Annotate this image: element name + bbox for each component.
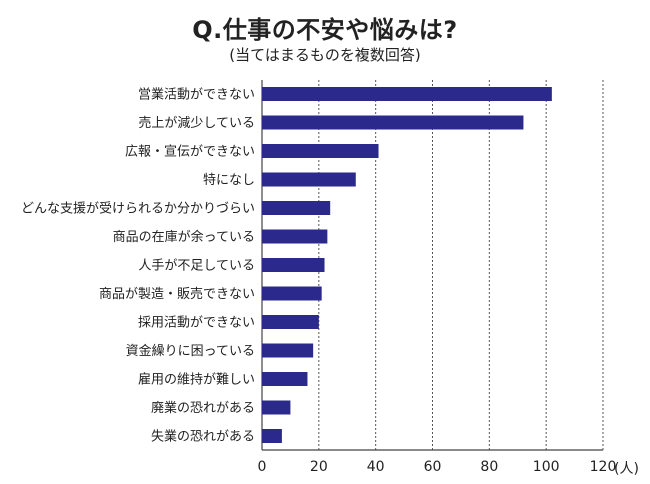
- category-label: 営業活動ができない: [138, 87, 255, 103]
- bar: [262, 115, 524, 130]
- bar: [262, 144, 379, 158]
- bar: [262, 258, 325, 272]
- category-label: 採用活動ができない: [138, 316, 255, 331]
- category-label: どんな支援が受けられるか分かりづらい: [21, 202, 255, 217]
- bar: [262, 286, 322, 301]
- category-label: 廃業の恐れがある: [151, 400, 255, 416]
- bar: [262, 172, 356, 187]
- chart-subtitle: (当てはまるものを複数回答): [229, 46, 421, 64]
- bar: [262, 429, 282, 443]
- category-label: 商品が製造・販売できない: [99, 286, 255, 302]
- bar: [262, 229, 328, 244]
- bar: [262, 372, 308, 386]
- category-label: 売上が減少している: [138, 115, 255, 131]
- tick-label: 40: [367, 459, 385, 475]
- tick-label: 100: [533, 459, 560, 475]
- category-label: 商品の在庫が余っている: [113, 229, 255, 245]
- bar: [262, 201, 331, 215]
- category-label: 資金繰りに困っている: [126, 343, 255, 359]
- tick-label: 80: [480, 459, 498, 475]
- category-label: 特になし: [203, 173, 255, 188]
- category-label: 失業の恐れがある: [151, 429, 255, 445]
- tick-label: 0: [258, 459, 267, 475]
- tick-label: 60: [424, 459, 442, 475]
- tick-label: 120: [590, 459, 617, 475]
- bar: [262, 87, 552, 101]
- chart-title: Q.仕事の不安や悩みは?: [192, 16, 458, 44]
- unit-label: (人): [614, 461, 639, 477]
- bar: [262, 400, 291, 415]
- category-label: 人手が不足している: [138, 259, 255, 274]
- category-label: 雇用の維持が難しい: [138, 372, 255, 388]
- tick-label: 20: [310, 459, 328, 475]
- category-label: 広報・宣伝ができない: [125, 144, 255, 160]
- bar: [262, 315, 319, 329]
- bar: [262, 343, 314, 358]
